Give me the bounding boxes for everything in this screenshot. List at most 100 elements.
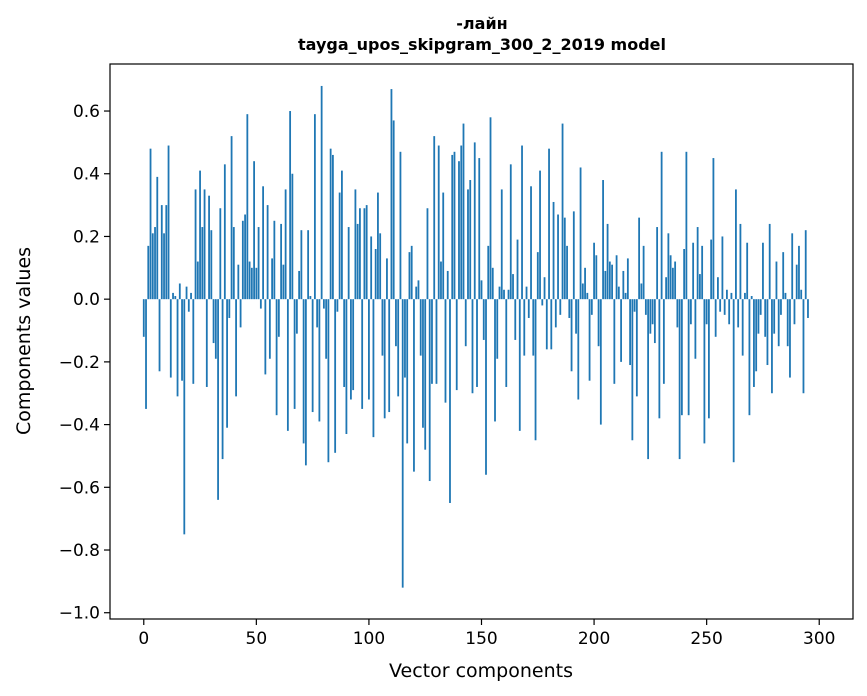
bar-3 [149,148,152,300]
bar-19 [185,286,188,300]
bar-237 [676,299,679,328]
bar-4 [151,233,154,300]
bar-154 [489,117,492,300]
bar-186 [561,123,564,300]
bar-141 [460,145,463,300]
bar-140 [458,161,460,300]
bar-214 [624,292,627,300]
bar-82 [327,299,330,463]
bar-148 [476,299,478,387]
bar-47 [248,261,251,300]
bar-232 [665,277,668,300]
bar-293 [802,299,805,394]
bar-6 [156,176,159,300]
bar-160 [503,289,505,300]
x-tick-label: 50 [246,629,268,649]
bar-88 [341,170,343,300]
bar-70 [300,230,303,300]
bar-264 [737,299,740,328]
bar-87 [338,192,341,300]
bar-150 [480,280,483,300]
bar-58 [273,220,276,300]
bar-67 [293,299,296,409]
bar-111 [392,120,395,300]
bar-119 [410,245,413,300]
bar-248 [701,245,704,300]
bar-134 [444,299,447,403]
bar-218 [633,299,636,312]
bar-257 [721,236,724,300]
y-tick-label: −0.4 [59,416,100,436]
bar-210 [615,255,618,300]
bar-85 [334,299,337,453]
bar-294 [804,230,807,300]
bar-151 [482,299,485,340]
bar-135 [446,270,449,300]
bar-228 [656,227,659,300]
bar-60 [277,299,280,337]
bar-158 [498,286,501,300]
bar-217 [631,299,634,441]
bar-185 [559,299,562,315]
bar-289 [793,299,796,325]
bar-252 [710,239,713,300]
y-tick-label: −0.6 [59,478,100,498]
bar-123 [419,299,422,356]
bar-216 [629,299,631,366]
bar-254 [714,299,717,337]
bar-281 [775,261,778,300]
bar-98 [363,208,366,300]
bar-258 [723,299,726,315]
bar-5 [154,227,156,300]
bar-145 [469,180,472,300]
bar-155 [491,267,494,300]
x-tick-label: 250 [690,629,722,649]
bar-163 [509,164,512,300]
bar-34 [219,208,222,300]
bar-9 [163,233,165,300]
bar-220 [638,217,641,300]
x-axis-label: Vector components [389,660,573,682]
bar-211 [617,286,620,300]
bar-195 [581,283,584,300]
bar-28 [205,299,208,387]
bar-176 [539,170,541,300]
y-axis-ticks: −1.0 −0.8 −0.6 −0.4 −0.2 0.0 0.2 0.4 0.6 [59,102,110,624]
bar-295 [807,299,809,318]
bar-230 [660,151,663,300]
bar-203 [599,299,602,425]
bar-235 [671,267,674,300]
bar-74 [309,296,312,300]
bar-284 [782,252,785,300]
bar-26 [201,227,204,300]
y-tick-label: 0.6 [73,102,100,122]
bar-10 [165,205,168,300]
bar-221 [640,283,643,300]
bar-288 [791,233,794,300]
bar-278 [768,223,771,300]
bar-118 [408,252,411,300]
bar-100 [368,299,370,400]
y-tick-label: 0.0 [73,290,100,310]
bar-198 [588,299,591,381]
bar-253 [712,158,715,300]
bar-192 [575,299,577,334]
bar-193 [577,299,580,400]
bar-144 [467,189,469,300]
bar-48 [250,267,253,300]
bar-260 [728,299,731,325]
bar-287 [789,299,791,378]
bar-24 [196,261,199,300]
bar-75 [311,299,314,413]
bar-223 [644,299,647,315]
bar-79 [320,85,323,300]
bar-243 [689,299,692,325]
bar-46 [246,114,249,300]
bar-71 [302,299,305,444]
bar-187 [563,217,566,300]
bar-241 [685,151,688,300]
bar-167 [518,299,521,431]
bar-207 [608,261,611,300]
bar-11 [167,145,170,300]
bar-126 [426,208,429,300]
